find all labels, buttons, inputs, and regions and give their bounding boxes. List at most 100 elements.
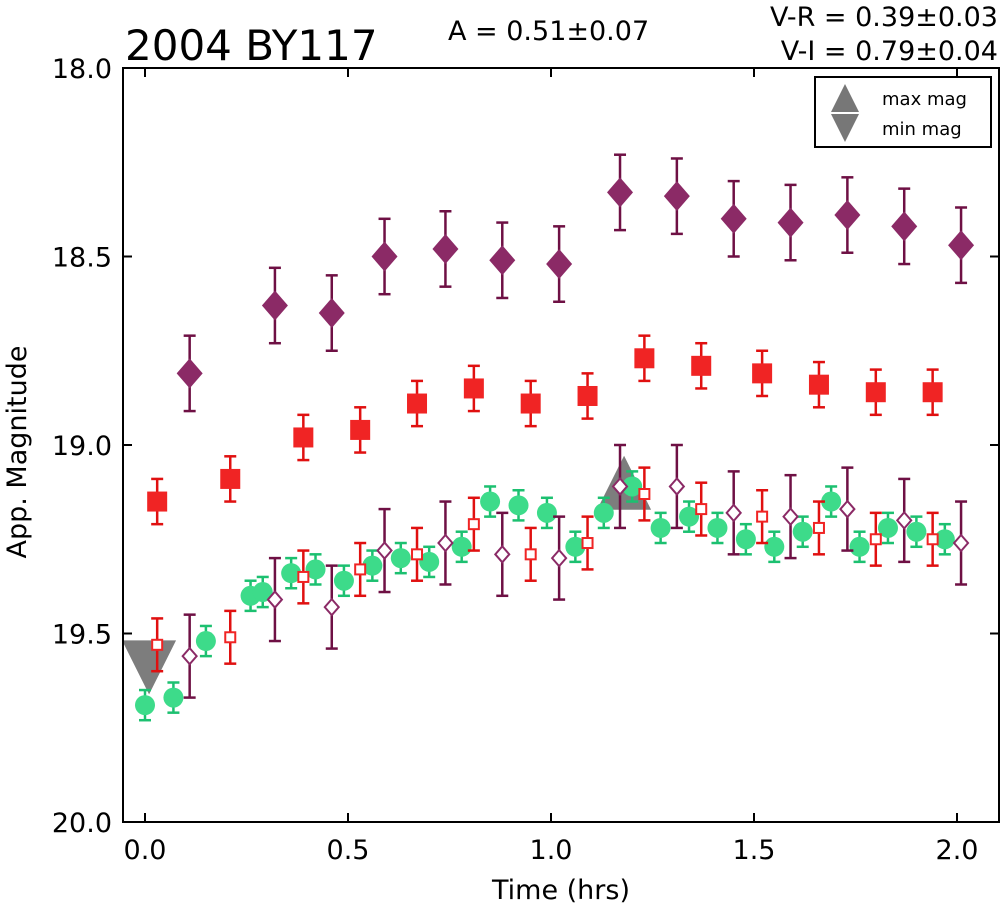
- x-tick-label: 2.0: [936, 835, 979, 866]
- data-point: [546, 249, 573, 280]
- data-point: [536, 502, 557, 523]
- data-point: [891, 211, 918, 242]
- data-point: [293, 427, 314, 448]
- v-r-annotation: V-R = 0.39±0.03: [770, 2, 998, 33]
- data-point: [934, 529, 955, 550]
- data-point: [725, 503, 743, 523]
- plot-frame: [122, 67, 1000, 823]
- data-point: [195, 631, 216, 652]
- data-point: [524, 548, 537, 561]
- data-point: [350, 419, 371, 440]
- series-open-diamond: [181, 443, 970, 699]
- data-point: [650, 517, 671, 538]
- series-open-square: [151, 466, 939, 673]
- data-layer: [135, 153, 975, 722]
- data-point: [926, 533, 939, 546]
- data-point: [163, 687, 184, 708]
- y-tick-label: 19.0: [52, 431, 112, 462]
- data-point: [948, 230, 975, 261]
- data-point: [668, 476, 686, 496]
- data-point: [297, 570, 310, 583]
- data-point: [147, 491, 168, 512]
- data-point: [782, 507, 799, 527]
- data-point: [756, 510, 769, 523]
- data-point: [451, 536, 472, 557]
- x-tick-label: 1.5: [733, 835, 776, 866]
- data-point: [808, 374, 829, 395]
- data-point: [318, 298, 345, 329]
- y-tick-label: 20.0: [52, 808, 112, 839]
- y-tick-label: 18.5: [52, 243, 112, 274]
- data-point: [565, 536, 586, 557]
- legend-min-mag-label: min mag: [882, 119, 962, 140]
- data-point: [181, 646, 198, 666]
- data-point: [376, 541, 393, 561]
- legend-min-mag-marker: [831, 114, 859, 142]
- legend: max mag min mag: [814, 76, 992, 148]
- data-point: [224, 631, 237, 644]
- data-point: [480, 491, 501, 512]
- data-point: [707, 517, 728, 538]
- y-axis-label: App. Magnitude: [2, 346, 33, 559]
- data-point: [663, 181, 690, 212]
- data-point: [877, 517, 898, 538]
- data-point: [865, 382, 886, 403]
- data-point: [777, 207, 804, 238]
- min-mag-marker: [122, 640, 177, 695]
- y-tick-label: 18.0: [52, 54, 112, 85]
- data-point: [261, 290, 288, 321]
- data-point: [432, 233, 459, 264]
- data-point: [834, 200, 861, 231]
- legend-max-mag-label: max mag: [882, 89, 967, 110]
- data-point: [176, 358, 203, 389]
- data-point: [821, 491, 842, 512]
- data-point: [305, 559, 326, 580]
- data-point: [752, 363, 773, 384]
- data-point: [691, 355, 712, 376]
- data-point: [281, 563, 302, 584]
- x-tick-label: 1.0: [530, 835, 573, 866]
- data-point: [792, 521, 813, 542]
- data-point: [467, 518, 480, 531]
- data-point: [607, 177, 634, 208]
- data-point: [849, 536, 870, 557]
- data-point: [622, 476, 643, 497]
- x-axis-label: Time (hrs): [491, 875, 630, 904]
- data-point: [333, 570, 354, 591]
- y-tick-label: 19.5: [52, 620, 112, 651]
- data-point: [922, 382, 943, 403]
- data-point: [252, 582, 273, 603]
- amplitude-annotation: A = 0.51±0.07: [448, 16, 649, 47]
- data-point: [764, 536, 785, 557]
- series-filled-diamond: [176, 153, 975, 413]
- data-point: [220, 468, 241, 489]
- data-point: [323, 597, 341, 617]
- data-point: [371, 241, 398, 272]
- data-point: [638, 488, 651, 501]
- data-point: [407, 393, 428, 414]
- data-point: [550, 548, 568, 568]
- data-point: [611, 476, 629, 496]
- data-point: [493, 544, 511, 564]
- data-point: [390, 548, 411, 569]
- series-filled-square: [147, 334, 943, 526]
- data-point: [812, 521, 825, 534]
- data-point: [839, 499, 856, 519]
- data-point: [869, 533, 882, 546]
- data-point: [362, 555, 383, 576]
- data-point: [437, 533, 454, 553]
- data-point: [463, 378, 484, 399]
- data-point: [577, 385, 598, 406]
- data-point: [952, 533, 970, 553]
- data-point: [720, 203, 747, 234]
- x-tick-label: 0.0: [124, 835, 167, 866]
- data-point: [508, 495, 529, 516]
- legend-max-mag-marker: [831, 84, 859, 112]
- data-point: [411, 548, 424, 561]
- data-point: [520, 393, 541, 414]
- data-point: [489, 245, 516, 276]
- data-point: [135, 695, 155, 716]
- data-point: [151, 638, 164, 651]
- data-point: [354, 563, 367, 576]
